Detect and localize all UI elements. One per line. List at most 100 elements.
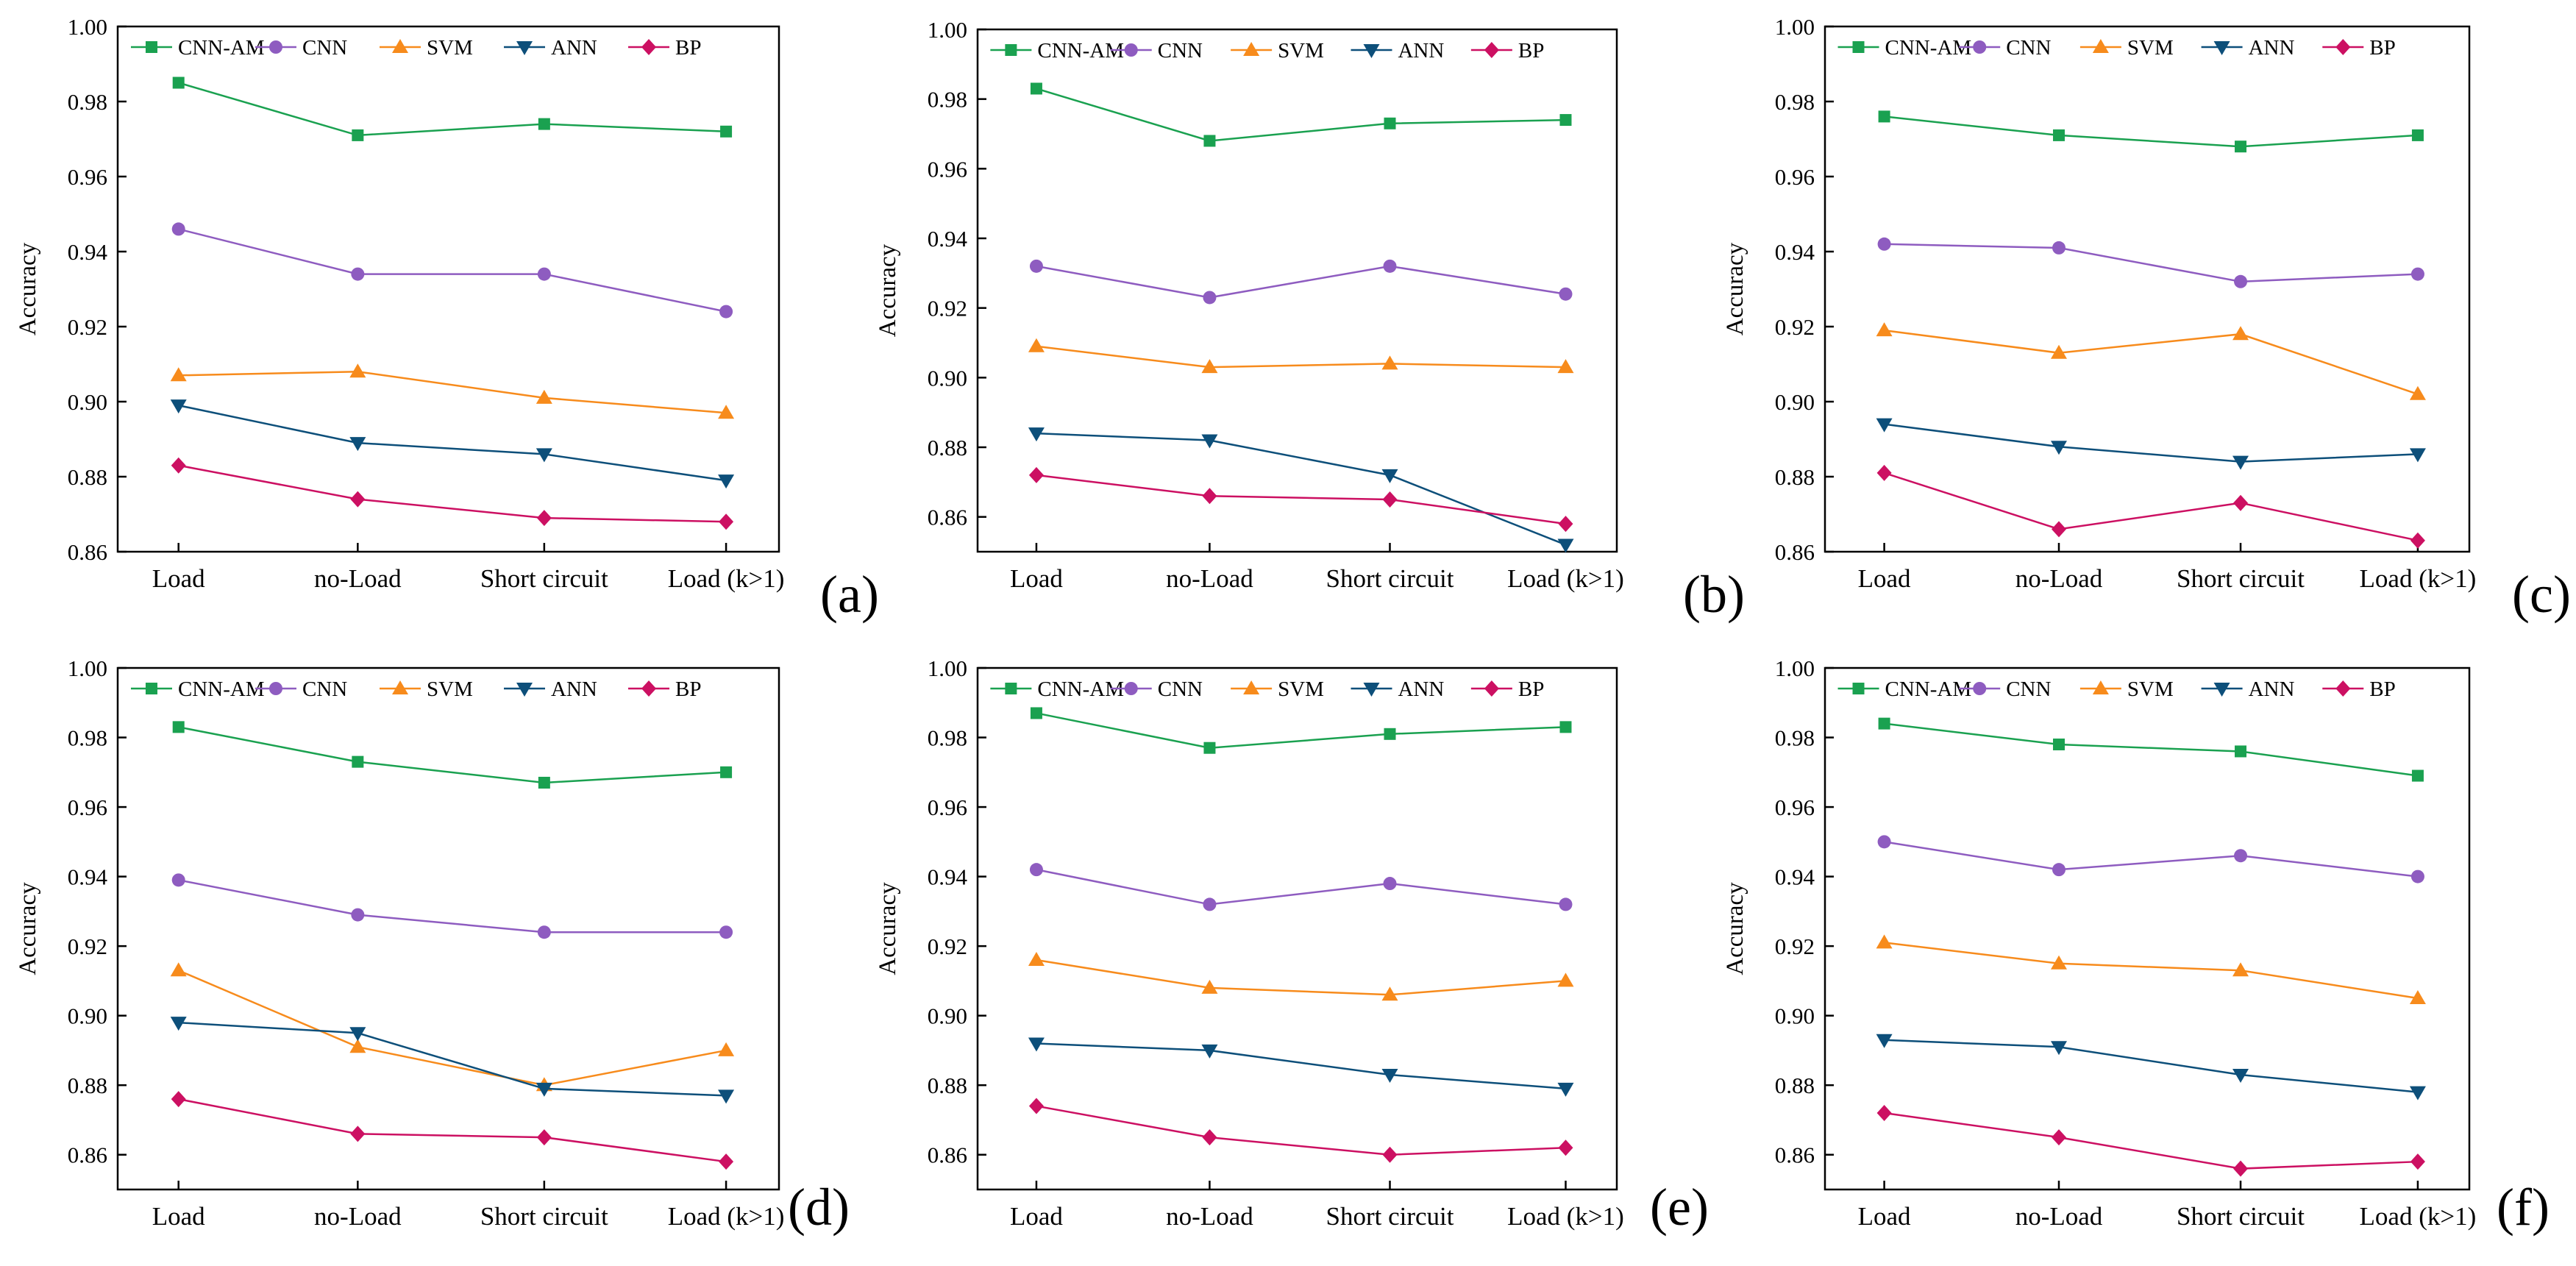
data-point-svm [1201, 979, 1218, 994]
y-tick-label: 0.88 [1775, 464, 1815, 490]
data-point-ann [2409, 1086, 2426, 1100]
y-tick-label: 0.94 [928, 864, 968, 890]
y-axis-label: Accuracy [875, 882, 901, 975]
y-tick-label: 0.98 [68, 725, 107, 751]
data-point-cnn-am [538, 776, 550, 789]
panel-label: (a) [820, 565, 879, 624]
y-tick-label: 0.92 [1775, 934, 1815, 959]
y-tick-label: 0.90 [1775, 1003, 1815, 1029]
data-point-ann [1557, 1082, 1574, 1097]
y-tick-label: 0.98 [68, 89, 107, 115]
data-point-bp [2233, 494, 2249, 511]
y-tick-label: 0.90 [68, 389, 107, 415]
chart-panel-2: 0.86 0.88 0.90 0.92 0.94 0.96 0.98 1.00 Load no-L… [875, 17, 1745, 624]
chart-panel-4: 0.86 0.88 0.90 0.92 0.94 0.96 0.98 1.00 Load no-L… [15, 655, 850, 1237]
data-point-ann [2232, 1069, 2249, 1084]
legend-marker-cnn [1973, 682, 1987, 695]
series-line-cnn [1884, 841, 2419, 878]
series-line-bp [1036, 1105, 1566, 1156]
data-point-cnn-am [2235, 745, 2247, 758]
legend-label: ANN [2249, 36, 2295, 60]
legend-label: SVM [1278, 39, 1324, 63]
data-point-ann [1876, 1034, 1893, 1048]
data-point-cnn [171, 222, 185, 236]
legend-label: BP [1518, 678, 1544, 701]
legend-marker-cnn [1124, 682, 1138, 695]
series-line-bp [178, 1098, 727, 1163]
x-tick-label: Load (k>1) [668, 1202, 785, 1231]
data-point-bp [536, 510, 552, 527]
y-tick-label: 0.98 [928, 87, 967, 113]
y-tick-label: 0.96 [928, 156, 967, 182]
y-tick-label: 0.96 [68, 164, 107, 190]
legend-marker-ann [516, 41, 533, 55]
data-point-cnn-am [2052, 738, 2065, 750]
series-line-ann [1884, 1039, 2419, 1093]
legend-label: CNN [1158, 678, 1203, 701]
x-tick-label: Load (k>1) [2360, 564, 2477, 593]
data-point-bp [1202, 1129, 1217, 1146]
y-tick-label: 0.92 [928, 934, 967, 959]
y-axis-label: Accuracy [15, 882, 41, 975]
y-tick-label: 0.86 [928, 505, 967, 530]
data-point-bp [1028, 1098, 1044, 1114]
data-point-cnn [1877, 237, 1891, 251]
legend-marker-svm [2092, 39, 2109, 53]
data-point-cnn-am [2052, 129, 2065, 141]
data-point-ann [536, 1082, 552, 1097]
series-line-svm [1884, 942, 2419, 1000]
data-point-cnn-am [720, 766, 733, 778]
legend-marker-svm [392, 39, 409, 53]
data-point-bp [1028, 466, 1044, 483]
data-point-svm [1557, 972, 1574, 987]
data-point-svm [1381, 355, 1398, 370]
legend-label: BP [675, 36, 701, 60]
data-point-bp [2410, 1153, 2425, 1170]
x-tick-label: Load [1010, 1202, 1063, 1231]
x-tick-label: no-Load [1166, 1202, 1253, 1231]
data-point-cnn [2234, 274, 2248, 288]
legend-marker-cnn [1973, 40, 1987, 54]
x-tick-label: Load [1010, 564, 1063, 593]
data-point-cnn [537, 267, 551, 281]
series-line-cnn [1884, 243, 2418, 283]
series-line-cnn-am [1884, 722, 2419, 777]
data-point-ann [1028, 427, 1045, 442]
data-point-bp [350, 1125, 366, 1142]
data-point-ann [1381, 1069, 1398, 1084]
y-tick-label: 0.92 [928, 296, 967, 321]
data-point-cnn [171, 873, 185, 887]
series-line-ann [1036, 1042, 1566, 1090]
data-point-bp [1876, 1105, 1892, 1122]
legend-marker-cnn [1124, 43, 1138, 57]
legend-label: BP [2369, 36, 2395, 60]
x-tick-label: Short circuit [480, 1202, 608, 1231]
plot-frame [1824, 25, 2471, 553]
y-tick-label: 0.96 [1775, 794, 1815, 820]
data-point-bp [1558, 516, 1573, 533]
data-point-cnn-am [1030, 82, 1042, 95]
data-point-bp [2233, 1160, 2249, 1177]
y-tick-label: 1.00 [928, 17, 967, 43]
legend-label: SVM [2127, 36, 2174, 60]
series-line-cnn-am [1884, 115, 2418, 148]
y-tick-label: 1.00 [68, 655, 107, 681]
data-point-cnn [2410, 870, 2424, 883]
legend-label: ANN [551, 36, 597, 60]
data-point-cnn-am [172, 721, 185, 733]
data-point-cnn [719, 925, 733, 939]
series-line-bp [178, 464, 727, 523]
data-point-cnn-am [538, 118, 550, 130]
legend-marker-cnn [268, 40, 282, 54]
y-tick-label: 1.00 [68, 14, 107, 40]
data-point-ann [1028, 1037, 1045, 1052]
legend-label: SVM [427, 678, 473, 701]
data-point-cnn [1383, 259, 1397, 273]
data-point-bp [171, 1091, 186, 1108]
y-axis-label: Accuracy [1722, 882, 1748, 975]
panel-label: (c) [2512, 565, 2571, 624]
series-line-cnn [1036, 265, 1566, 299]
data-point-svm [1876, 322, 1893, 337]
data-point-svm [1201, 359, 1218, 374]
